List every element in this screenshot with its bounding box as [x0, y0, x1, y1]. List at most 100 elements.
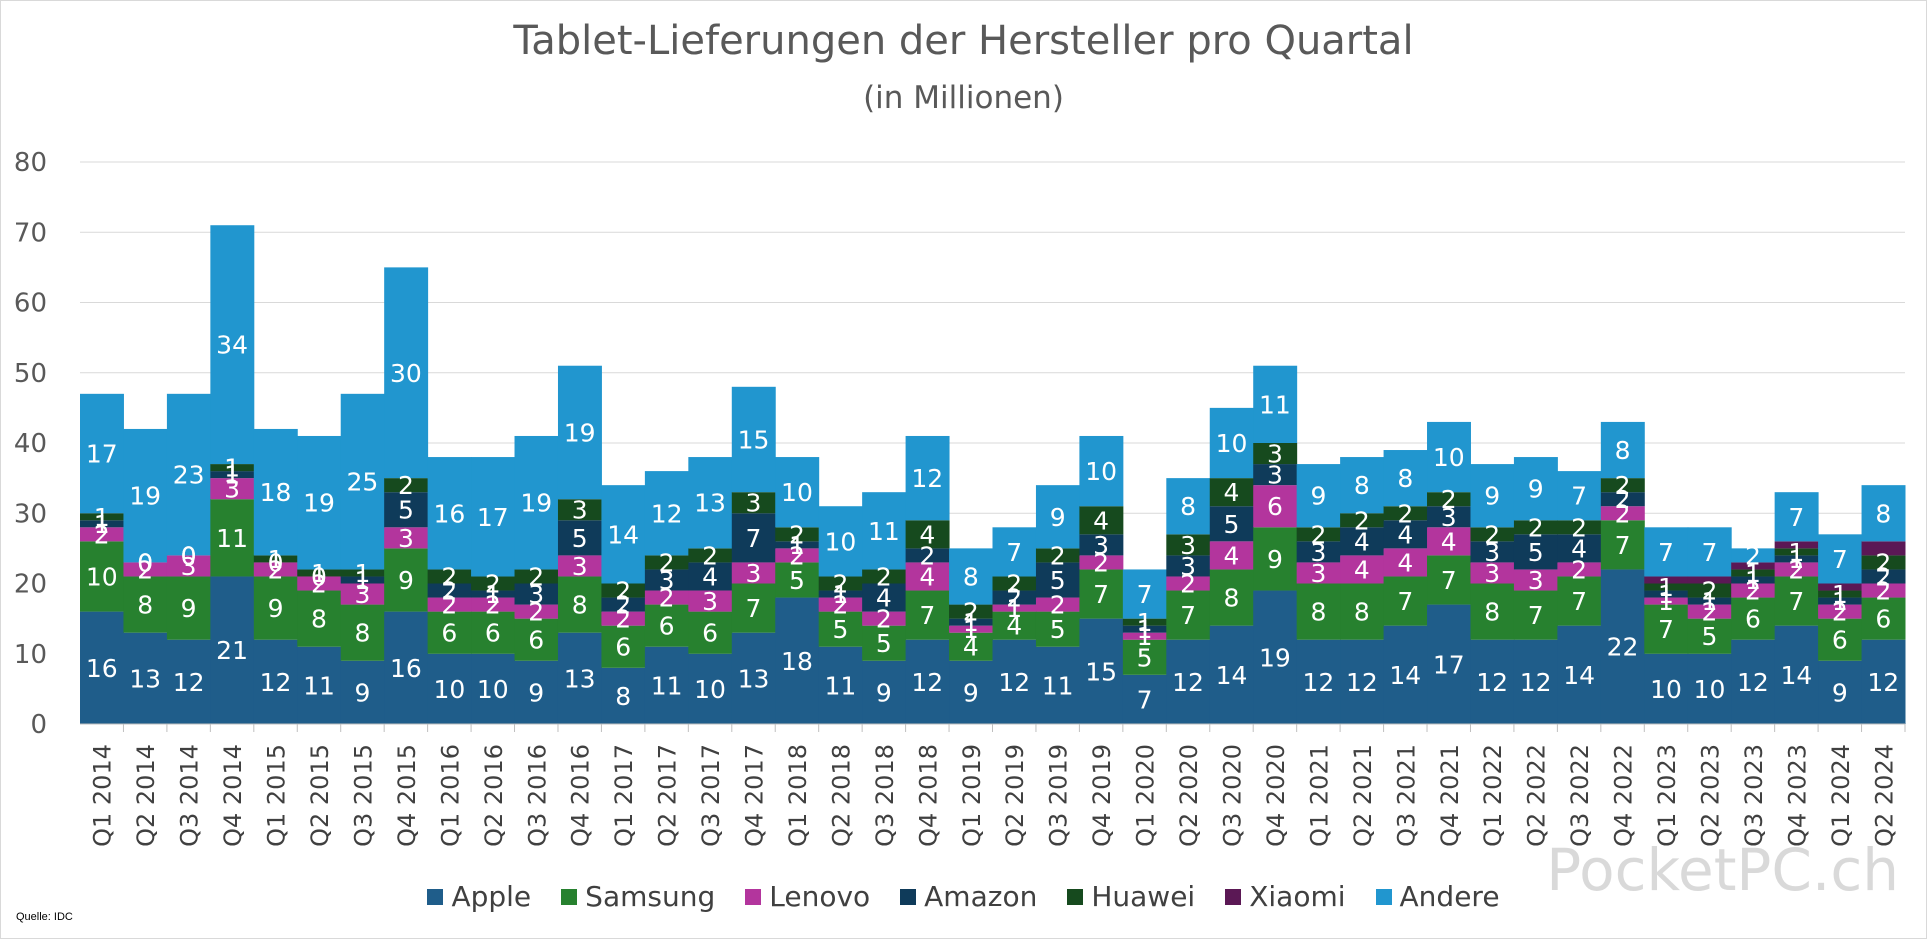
bar-huawei	[1731, 569, 1776, 577]
x-tick-label: Q2 2024	[1870, 744, 1898, 847]
bar-amazon	[1166, 555, 1211, 577]
bar-amazon	[210, 471, 255, 479]
data-label-samsung: 11	[216, 524, 248, 553]
data-label-huawei: 2	[1875, 548, 1891, 577]
bar-andere	[1513, 457, 1558, 521]
data-label-apple: 12	[1302, 668, 1334, 697]
x-tick-label: Q3 2019	[1045, 744, 1073, 847]
bar-huawei	[1209, 478, 1254, 507]
bar-lenovo	[340, 583, 385, 605]
bar-lenovo	[992, 604, 1037, 612]
bar-andere	[818, 506, 863, 577]
data-label-apple: 12	[1737, 668, 1769, 697]
y-tick-label: 40	[14, 429, 47, 459]
x-tick-label: Q3 2018	[871, 744, 899, 847]
bar-huawei	[1644, 583, 1689, 591]
bar-lenovo	[1687, 604, 1732, 619]
x-tick-label: Q2 2014	[132, 744, 160, 847]
bar-samsung	[1774, 576, 1819, 626]
bar-amazon	[1644, 590, 1689, 598]
bar-lenovo	[210, 478, 255, 500]
bar-apple	[297, 646, 342, 724]
y-tick-label: 10	[14, 640, 47, 670]
bar-huawei	[731, 492, 776, 514]
data-label-samsung: 5	[1050, 615, 1066, 644]
bar-huawei	[688, 548, 733, 563]
bar-apple	[1427, 604, 1471, 724]
bar-samsung	[688, 611, 733, 654]
data-label-lenovo: 2	[1702, 598, 1718, 627]
data-label-amazon: 1	[1832, 587, 1848, 616]
data-label-huawei: 3	[1267, 440, 1283, 469]
bar-huawei	[1861, 555, 1906, 570]
bar-amazon	[905, 548, 950, 563]
source-note: Quelle: IDC	[16, 911, 73, 923]
bar-samsung	[297, 590, 342, 647]
data-label-huawei: 1	[1658, 573, 1674, 602]
bar-lenovo	[1340, 555, 1385, 584]
data-label-samsung: 6	[1745, 605, 1761, 634]
bar-samsung	[644, 604, 689, 647]
data-label-amazon: 1	[789, 531, 805, 560]
bar-xiaomi	[1861, 541, 1906, 556]
bar-lenovo	[1122, 632, 1167, 640]
bar-samsung	[992, 611, 1037, 640]
bar-huawei	[210, 464, 255, 472]
bar-apple	[949, 660, 993, 724]
bar-samsung	[862, 625, 907, 661]
legend-item-huawei: Huawei	[1067, 880, 1195, 913]
bar-samsung	[123, 576, 168, 633]
data-label-huawei: 4	[1093, 506, 1109, 535]
data-label-andere: 11	[1259, 390, 1291, 419]
bar-apple	[514, 660, 559, 724]
data-label-lenovo: 2	[1745, 577, 1761, 606]
legend-label: Amazon	[924, 880, 1038, 913]
x-tick-label: Q4 2018	[914, 744, 942, 847]
data-label-huawei: 2	[1397, 499, 1413, 528]
bar-samsung	[1296, 583, 1341, 640]
data-label-andere: 30	[390, 359, 422, 388]
data-label-lenovo: 1	[1006, 594, 1022, 623]
bar-andere	[644, 471, 689, 556]
bar-amazon	[1731, 576, 1776, 584]
data-label-andere: 9	[1484, 482, 1500, 511]
bar-lenovo	[1557, 562, 1602, 577]
bar-apple	[992, 639, 1037, 724]
bar-andere	[340, 393, 385, 570]
bar-andere	[1818, 534, 1863, 584]
data-label-amazon: 4	[702, 562, 718, 591]
bar-apple	[1818, 660, 1863, 724]
data-label-amazon: 0	[181, 541, 197, 570]
bar-amazon	[80, 520, 124, 528]
x-tick-label: Q1 2020	[1132, 744, 1160, 847]
bar-amazon	[1122, 625, 1167, 633]
bar-samsung	[557, 576, 602, 633]
chart-title: Tablet-Lieferungen der Hersteller pro Qu…	[513, 18, 1414, 64]
bar-huawei	[644, 555, 689, 570]
bar-lenovo	[253, 562, 298, 577]
bar-amazon	[818, 590, 863, 598]
bar-samsung	[1731, 597, 1776, 640]
bar-amazon	[1209, 506, 1254, 542]
bar-amazon	[1427, 506, 1471, 528]
bar-samsung	[1644, 604, 1689, 654]
bar-samsung	[905, 590, 950, 640]
x-tick-label: Q2 2021	[1349, 744, 1377, 847]
data-label-andere: 18	[260, 478, 292, 507]
legend-label: Apple	[451, 880, 532, 913]
data-label-huawei: 2	[615, 577, 631, 606]
data-label-lenovo: 2	[268, 555, 284, 584]
bar-apple	[340, 660, 385, 724]
data-label-andere: 7	[1658, 538, 1674, 567]
data-label-huawei: 3	[1180, 531, 1196, 560]
data-label-huawei: 2	[1484, 520, 1500, 549]
data-label-apple: 13	[564, 664, 596, 693]
bar-andere	[1079, 435, 1124, 507]
bar-samsung	[1818, 618, 1863, 661]
data-label-amazon: 3	[528, 580, 544, 609]
x-tick-label: Q4 2023	[1783, 744, 1811, 847]
bar-amazon	[1340, 527, 1385, 556]
data-label-amazon: 4	[1354, 527, 1370, 556]
data-label-lenovo: 1	[1137, 622, 1153, 651]
bar-andere	[1774, 492, 1819, 542]
